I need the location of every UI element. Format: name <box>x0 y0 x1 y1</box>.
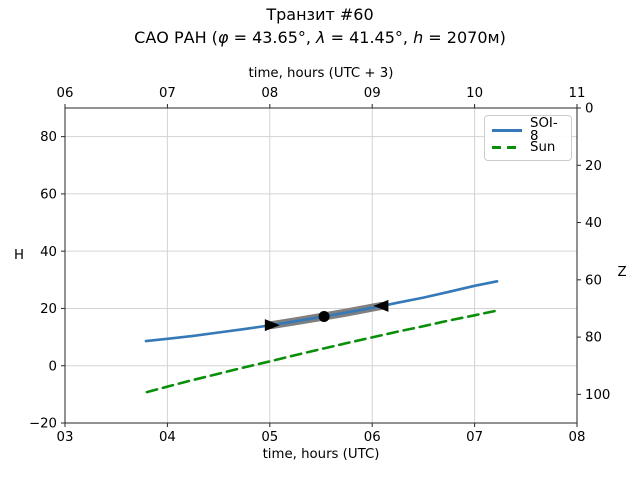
x-tick-label-top: 11 <box>569 86 586 101</box>
legend-item-soi8: SOI-8 <box>492 117 563 143</box>
legend-swatch-soi8-line <box>492 128 522 132</box>
chart-subtitle: САО РАН (φ = 43.65°, λ = 41.45°, h = 207… <box>0 28 640 47</box>
series-line-sun <box>145 309 497 394</box>
y-axis-label-left: H <box>14 248 24 263</box>
legend: SOI-8 Sun <box>484 115 572 161</box>
legend-item-sun: Sun <box>492 139 563 156</box>
transit-end-arrow-icon <box>373 299 389 312</box>
y-tick-label-right: 100 <box>585 388 610 403</box>
y-tick-label-right: 80 <box>585 331 602 346</box>
subtitle-text: = 2070м) <box>423 28 506 47</box>
y-tick-label-right: 20 <box>585 159 602 174</box>
y-tick-label-left: 60 <box>40 188 57 203</box>
legend-label-soi8: SOI-8 <box>530 115 558 144</box>
x-tick-label-top: 08 <box>261 86 278 101</box>
y-tick-label-left: 20 <box>40 302 57 317</box>
y-axis-label-right: Z <box>617 265 627 280</box>
y-tick-label-left: −20 <box>29 417 57 432</box>
axes-spines <box>64 107 578 424</box>
transit-mid-dot-icon <box>318 310 330 322</box>
series-line-soi-8 <box>144 279 499 343</box>
legend-label-sun: Sun <box>530 139 556 155</box>
x-tick-label-bottom: 07 <box>466 430 483 445</box>
y-tick-label-right: 0 <box>585 102 593 117</box>
x-tick-label-bottom: 04 <box>159 430 176 445</box>
subtitle-text: = 41.45°, <box>325 28 414 47</box>
subtitle-text: САО РАН ( <box>134 28 218 47</box>
chart-title: Транзит #60 <box>266 5 374 24</box>
x-tick-label-bottom: 08 <box>569 430 586 445</box>
legend-swatch-sun-line <box>492 146 522 149</box>
x-tick-label-bottom: 06 <box>364 430 381 445</box>
y-tick-label-left: 0 <box>49 359 57 374</box>
x-tick-label-bottom: 03 <box>57 430 74 445</box>
y-tick-label-left: 80 <box>40 130 57 145</box>
transit-start-arrow-icon <box>264 319 280 332</box>
x-tick-label-top: 06 <box>57 86 74 101</box>
subtitle-text: = 43.65°, <box>228 28 317 47</box>
y-tick-label-left: 40 <box>40 245 57 260</box>
x-tick-label-bottom: 05 <box>261 430 278 445</box>
y-tick-label-right: 40 <box>585 216 602 231</box>
x-axis-label-bottom: time, hours (UTC) <box>262 447 380 462</box>
subtitle-variable: h <box>413 28 424 47</box>
subtitle-variable: λ <box>316 28 326 47</box>
x-tick-label-top: 10 <box>466 86 483 101</box>
x-axis-label-top: time, hours (UTC + 3) <box>248 66 394 81</box>
x-tick-label-top: 07 <box>159 86 176 101</box>
x-tick-label-top: 09 <box>364 86 381 101</box>
y-tick-label-right: 60 <box>585 273 602 288</box>
subtitle-variable: φ <box>217 28 229 47</box>
